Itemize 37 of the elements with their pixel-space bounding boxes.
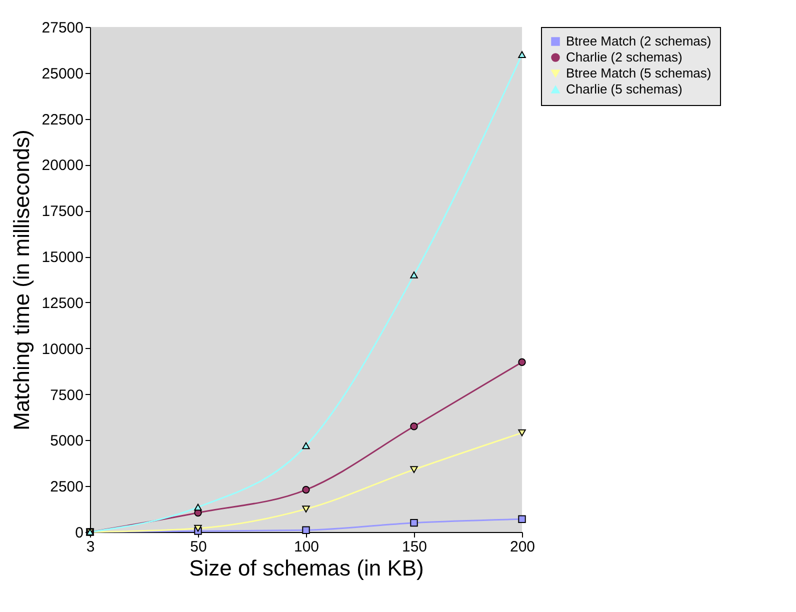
legend-label: Btree Match (2 schemas) [566,34,712,48]
point [518,51,526,58]
y-tick-label: 2500 [50,478,84,496]
y-tick-label: 5000 [50,432,84,450]
point [410,422,418,430]
point [194,524,202,532]
point [518,358,526,366]
x-tick-label: 3 [86,538,95,556]
y-tick-label: 10000 [42,340,84,358]
point [518,515,526,523]
legend-label: Charlie (2 schemas) [566,50,682,64]
y-tick-label: 25000 [42,65,84,82]
point [410,466,418,473]
point [302,526,310,534]
y-tick-label: 22500 [42,111,84,128]
x-tick-label: 100 [294,538,320,556]
x-tick-label: 200 [510,538,536,556]
point [302,486,310,494]
y-tick-label: 17500 [42,203,84,220]
x-axis-title: Size of schemas (in KB) [189,556,424,580]
y-tick-label: 0 [75,524,84,542]
point [410,518,418,527]
y-tick-label: 12500 [42,294,84,312]
y-axis-title: Matching time (in milliseconds) [8,130,34,430]
y-tick-label: 7500 [50,386,84,404]
x-tick-label: 50 [190,538,207,556]
legend-label: Charlie (5 schemas) [566,82,682,96]
legend-label: Btree Match (5 schemas) [566,66,712,80]
point [518,429,526,436]
point [302,506,310,512]
point [410,272,418,278]
point [194,504,202,511]
y-tick-label: 27500 [42,20,84,36]
y-tick-label: 15000 [42,249,84,266]
y-tick-label: 20000 [42,157,84,174]
x-tick-label: 150 [402,538,428,556]
point [302,442,310,450]
